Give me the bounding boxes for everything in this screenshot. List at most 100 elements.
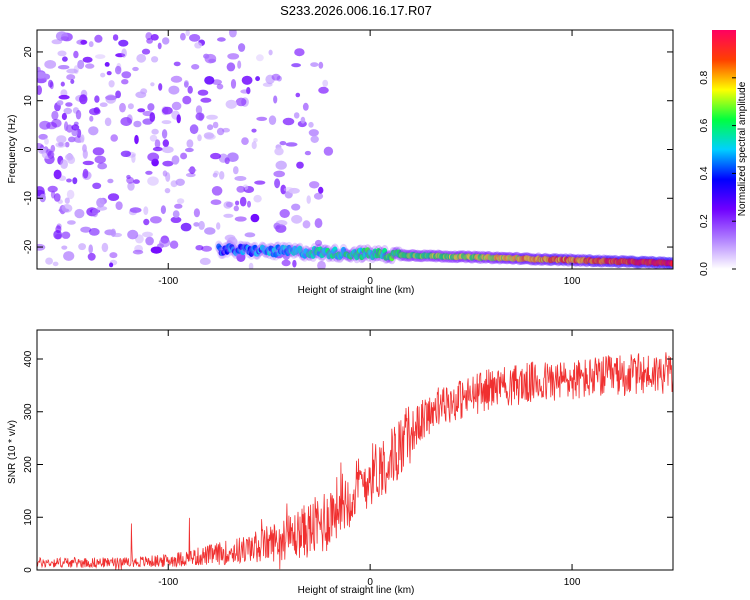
noise-blob xyxy=(37,85,42,96)
noise-blob xyxy=(149,112,156,122)
noise-blob xyxy=(227,53,240,60)
snr-panel: -100 0 100 0 100 200 300 400 Height of straight… xyxy=(7,329,674,596)
noise-blob xyxy=(180,152,188,160)
noise-blob xyxy=(170,216,182,223)
noise-blob xyxy=(207,124,214,131)
line-core xyxy=(217,245,223,252)
noise-blob xyxy=(315,239,322,247)
noise-blob xyxy=(304,150,311,156)
noise-blob xyxy=(127,103,134,110)
colorbar-tick-label: 0.6 xyxy=(699,118,710,132)
noise-blob xyxy=(152,146,163,152)
y-tick-label: 20 xyxy=(23,46,34,58)
snr-xlabel: Height of straight line (km) xyxy=(298,585,415,596)
noise-blob xyxy=(296,161,304,169)
noise-blob xyxy=(157,42,162,50)
noise-blob xyxy=(171,155,180,165)
noise-blob xyxy=(99,102,108,107)
noise-blob xyxy=(285,142,298,147)
noise-blob xyxy=(79,94,88,105)
noise-blob xyxy=(235,97,247,107)
noise-blob xyxy=(132,66,139,72)
noise-blob xyxy=(162,139,169,148)
noise-blob xyxy=(162,170,168,177)
noise-blob xyxy=(37,143,43,150)
snr-marks xyxy=(37,352,673,570)
noise-blob xyxy=(323,146,334,156)
noise-blob xyxy=(60,159,68,170)
line-core xyxy=(330,252,336,259)
noise-blob xyxy=(275,160,287,170)
noise-blob xyxy=(115,201,123,211)
noise-blob xyxy=(57,50,67,57)
noise-blob xyxy=(55,141,66,148)
noise-blob xyxy=(256,54,264,62)
noise-blob xyxy=(271,73,281,81)
noise-blob xyxy=(72,177,78,185)
noise-blob xyxy=(64,197,70,204)
noise-blob xyxy=(170,75,183,83)
noise-blob xyxy=(85,63,95,69)
line-core xyxy=(358,247,363,254)
x-tick-label: -100 xyxy=(158,276,178,287)
noise-blob xyxy=(239,196,247,207)
noise-blob xyxy=(58,94,70,100)
noise-blob xyxy=(132,179,140,184)
noise-blob xyxy=(291,63,301,68)
noise-blob xyxy=(93,107,100,114)
noise-blob xyxy=(132,249,144,255)
noise-blob xyxy=(162,106,173,115)
noise-blob xyxy=(87,252,96,261)
noise-blob xyxy=(255,76,260,82)
noise-blob xyxy=(233,205,239,212)
noise-blob xyxy=(293,112,300,119)
noise-blob xyxy=(121,79,129,85)
snr-background xyxy=(37,330,673,570)
noise-blob xyxy=(55,233,62,240)
noise-blob xyxy=(71,129,78,137)
y-tick-label: 0 xyxy=(23,146,34,152)
noise-blob xyxy=(143,206,149,216)
snr-ticks: -100 0 100 0 100 200 300 400 xyxy=(23,330,673,588)
y-tick-label: 0 xyxy=(23,567,34,573)
noise-blob xyxy=(147,152,160,162)
noise-blob xyxy=(217,37,226,42)
noise-blob xyxy=(204,227,216,235)
noise-blob xyxy=(314,218,323,229)
noise-blob xyxy=(154,139,161,149)
noise-blob xyxy=(63,107,73,115)
noise-blob xyxy=(147,103,155,111)
noise-blob xyxy=(101,242,109,253)
line-core xyxy=(670,260,673,267)
colorbar-tick-label: 0.2 xyxy=(699,214,710,228)
noise-blob xyxy=(318,186,324,194)
y-tick-label: 300 xyxy=(23,403,34,420)
noise-blob xyxy=(195,112,205,121)
noise-blob xyxy=(279,209,290,218)
noise-blob xyxy=(300,116,306,124)
noise-blob xyxy=(193,222,200,227)
snr-series-line xyxy=(37,352,673,570)
noise-blob xyxy=(283,187,294,193)
noise-blob xyxy=(61,245,68,250)
line-core xyxy=(389,255,395,262)
noise-blob xyxy=(51,39,63,45)
noise-blob xyxy=(230,79,237,89)
noise-blob xyxy=(67,156,76,164)
noise-blob xyxy=(275,220,288,226)
noise-blob xyxy=(110,134,118,142)
noise-blob xyxy=(168,85,180,95)
figure-title: S233.2026.006.16.17.R07 xyxy=(280,3,432,18)
noise-blob xyxy=(88,126,99,136)
noise-blob xyxy=(234,216,247,222)
noise-blob xyxy=(45,257,53,265)
noise-blob xyxy=(237,60,242,69)
noise-blob xyxy=(150,34,159,41)
noise-blob xyxy=(120,117,132,126)
noise-blob xyxy=(62,56,68,62)
noise-blob xyxy=(193,208,200,218)
noise-blob xyxy=(226,62,236,72)
noise-blob xyxy=(108,80,115,88)
noise-blob xyxy=(251,128,257,133)
